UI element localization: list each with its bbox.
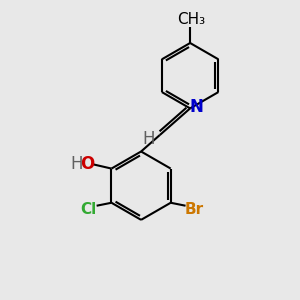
Text: H: H (143, 130, 155, 148)
Text: O: O (80, 154, 94, 172)
Text: Cl: Cl (80, 202, 97, 217)
Text: Br: Br (185, 202, 204, 217)
Text: H: H (70, 154, 83, 172)
Text: N: N (190, 98, 204, 116)
Text: CH₃: CH₃ (178, 12, 206, 27)
